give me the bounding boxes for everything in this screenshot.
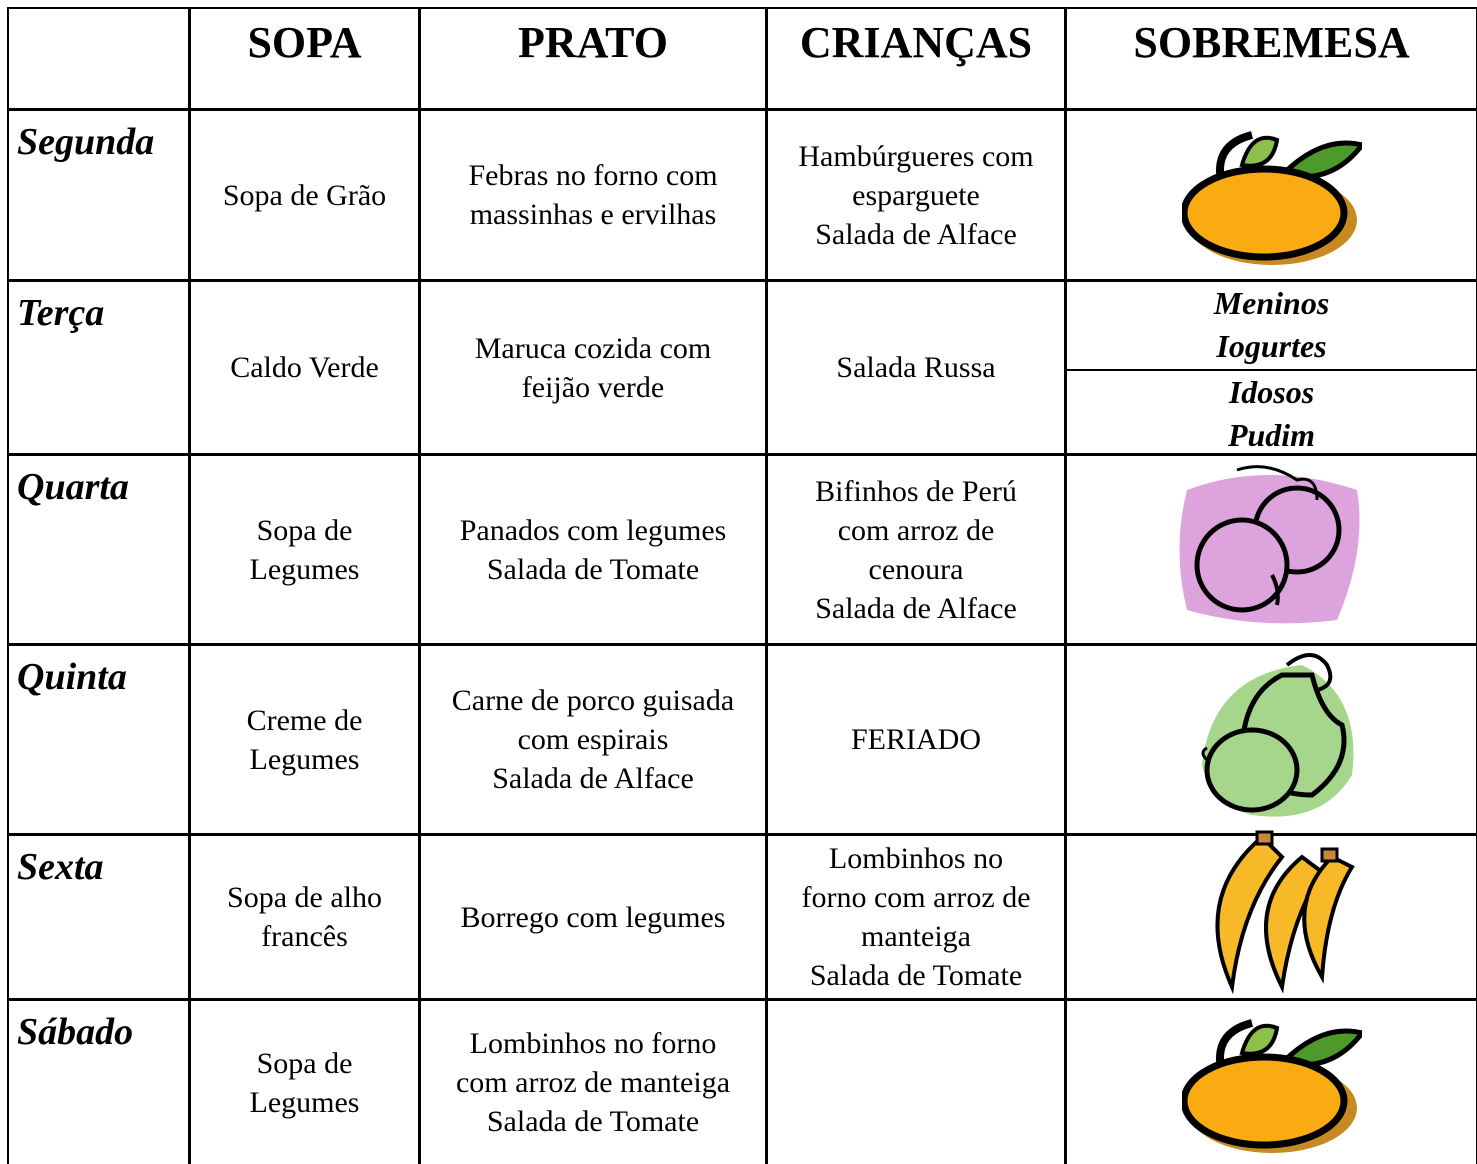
criancas-cell: Salada Russa (766, 280, 1066, 455)
column-header: SOPA (189, 7, 420, 110)
criancas-line: manteiga (861, 920, 971, 953)
fruit-graphic (1214, 830, 1355, 995)
prato-line: Lombinhos no forno (469, 1027, 717, 1060)
column-header: SOBREMESA (1065, 7, 1477, 110)
fruit-icon (1177, 460, 1367, 640)
sopa-cell: Creme de Legumes (189, 644, 420, 835)
fruit-icon (1180, 1003, 1366, 1163)
sobremesa-line: Iogurtes (1216, 328, 1327, 364)
column-header: PRATO (419, 7, 767, 110)
prato-line: Salada de Tomate (486, 1105, 700, 1138)
sopa-line: Legumes (249, 552, 360, 586)
sobremesa-line: Meninos (1213, 285, 1330, 321)
sopa-line: Caldo Verde (230, 351, 379, 384)
day-label: Segunda (7, 109, 190, 281)
prato-cell: Borrego com legumes (419, 834, 767, 1000)
sopa-line: Sopa de Grão (222, 178, 387, 212)
sopa-line: francês (261, 920, 348, 953)
prato-line: Borrego com legumes (460, 900, 726, 934)
criancas-cell (766, 999, 1066, 1164)
fruit-icon (1182, 827, 1362, 1007)
day-label: Sexta (7, 834, 190, 1000)
prato-cell: Panados com legumes Salada de Tomate (419, 454, 767, 645)
sobremesa-cell (1065, 109, 1477, 281)
criancas-line: Salada de Alface (815, 217, 1017, 251)
prato-line: Maruca cozida com (474, 331, 712, 365)
day-label: Sábado (7, 999, 190, 1164)
sobremesa-line: Pudim (1227, 417, 1316, 453)
sobremesa-cell (1065, 644, 1477, 835)
sopa-line: Sopa de (256, 1046, 353, 1080)
criancas-line: cenoura (868, 552, 964, 586)
sobremesa-cell: Meninos Iogurtes Idosos Pudim (1065, 280, 1477, 455)
sopa-cell: Caldo Verde (189, 280, 420, 455)
day-label: Quinta (7, 644, 190, 835)
criancas-line: com arroz de (837, 513, 995, 547)
sobremesa-part: Meninos Iogurtes (1067, 282, 1476, 369)
criancas-cell: Bifinhos de Perú com arroz de cenoura Salad… (766, 454, 1066, 645)
fruit-graphic (1180, 1018, 1366, 1153)
sopa-cell: Sopa de Grão (189, 109, 420, 281)
criancas-line: esparguete (852, 178, 980, 212)
sopa-cell: Sopa de alho francês (189, 834, 420, 1000)
fruit-graphic (1201, 652, 1353, 817)
prato-line: Febras no forno com (468, 159, 718, 192)
prato-cell: Lombinhos no forno com arroz de manteiga S… (419, 999, 767, 1164)
prato-cell: Carne de porco guisada com espirais Salada… (419, 644, 767, 835)
prato-line: Salada de Tomate (486, 552, 700, 586)
criancas-cell: FERIADO (766, 644, 1066, 835)
sopa-cell: Sopa de Legumes (189, 999, 420, 1164)
prato-line: Carne de porco guisada (451, 684, 735, 717)
criancas-line: FERIADO (850, 723, 981, 756)
fruit-graphic (1180, 131, 1366, 265)
prato-line: feijão verde (521, 370, 665, 404)
sopa-line: Legumes (249, 1085, 360, 1119)
criancas-line: forno com arroz de (801, 881, 1031, 914)
prato-line: Salada de Alface (492, 762, 694, 795)
prato-line: massinhas e ervilhas (469, 198, 717, 231)
prato-line: com arroz de manteiga (455, 1066, 731, 1099)
criancas-line: Bifinhos de Perú (815, 474, 1017, 508)
fruit-icon (1182, 645, 1362, 835)
criancas-line: Salada Russa (836, 351, 996, 384)
criancas-cell: Hambúrgueres com esparguete Salada de Alfa… (766, 109, 1066, 281)
sopa-line: Sopa de (256, 513, 353, 547)
sopa-line: Creme de (246, 703, 363, 737)
prato-cell: Maruca cozida com feijão verde (419, 280, 767, 455)
sopa-line: Sopa de alho (227, 881, 382, 914)
criancas-line: Lombinhos no (828, 842, 1004, 875)
prato-line: Panados com legumes (459, 513, 727, 547)
prato-cell: Febras no forno com massinhas e ervilhas (419, 109, 767, 281)
sopa-cell: Sopa de Legumes (189, 454, 420, 645)
column-header: CRIANÇAS (766, 7, 1066, 110)
empty-cell (7, 7, 190, 110)
sopa-line: Legumes (249, 742, 360, 776)
sobremesa-cell (1065, 454, 1477, 645)
criancas-cell: Lombinhos no forno com arroz de manteiga Sa… (766, 834, 1066, 1000)
prato-line: com espirais (517, 723, 669, 756)
day-label: Terça (7, 280, 190, 455)
sobremesa-line: Idosos (1228, 374, 1315, 410)
fruit-graphic (1179, 464, 1359, 623)
fruit-icon (1180, 115, 1366, 275)
day-label: Quarta (7, 454, 190, 645)
criancas-line: Hambúrgueres com (798, 139, 1034, 173)
criancas-line: Salada de Alface (815, 591, 1017, 625)
sobremesa-cell (1065, 999, 1477, 1164)
sobremesa-part: Idosos Pudim (1067, 369, 1476, 458)
sobremesa-cell (1065, 830, 1477, 1000)
criancas-line: Salada de Tomate (809, 959, 1023, 992)
